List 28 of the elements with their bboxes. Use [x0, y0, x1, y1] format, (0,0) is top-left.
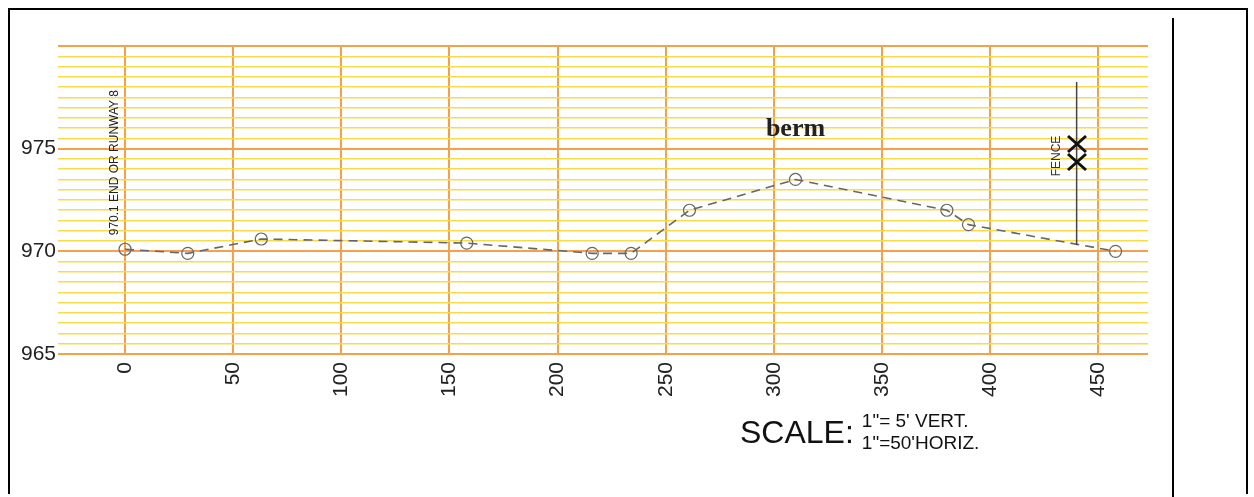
point [682, 203, 697, 217]
point [940, 203, 954, 217]
text: SCALE: [740, 413, 854, 451]
point [788, 172, 803, 187]
point [1108, 244, 1123, 258]
y-tick-label: 965 [20, 340, 56, 364]
x-tick-label: 400 [976, 361, 1000, 398]
x-tick-label: 450 [1085, 361, 1109, 398]
x-tick-label: 250 [652, 361, 676, 398]
ref-line-label: FENCE [1048, 135, 1063, 177]
annotation: 970.1 END OR RUNWAY 8 [107, 89, 122, 236]
point [961, 218, 976, 232]
y-tick-label: 975 [20, 135, 56, 159]
y-tick-label: 970 [20, 238, 56, 262]
point [460, 236, 474, 250]
point [624, 246, 638, 260]
x-tick-label: 0 [111, 361, 135, 374]
point [118, 242, 132, 256]
point [181, 246, 195, 260]
x-tick-label: 200 [544, 361, 568, 398]
x-tick-label: 350 [868, 361, 892, 398]
x-tick-label: 300 [760, 361, 784, 398]
x-tick-label: 150 [436, 361, 460, 398]
x-tick-label: 50 [219, 361, 243, 386]
point [585, 246, 599, 260]
point [254, 232, 268, 246]
x-tick-label: 100 [328, 361, 352, 398]
text: 1"= 5' VERT. 1"=50'HORIZ. [861, 410, 980, 454]
